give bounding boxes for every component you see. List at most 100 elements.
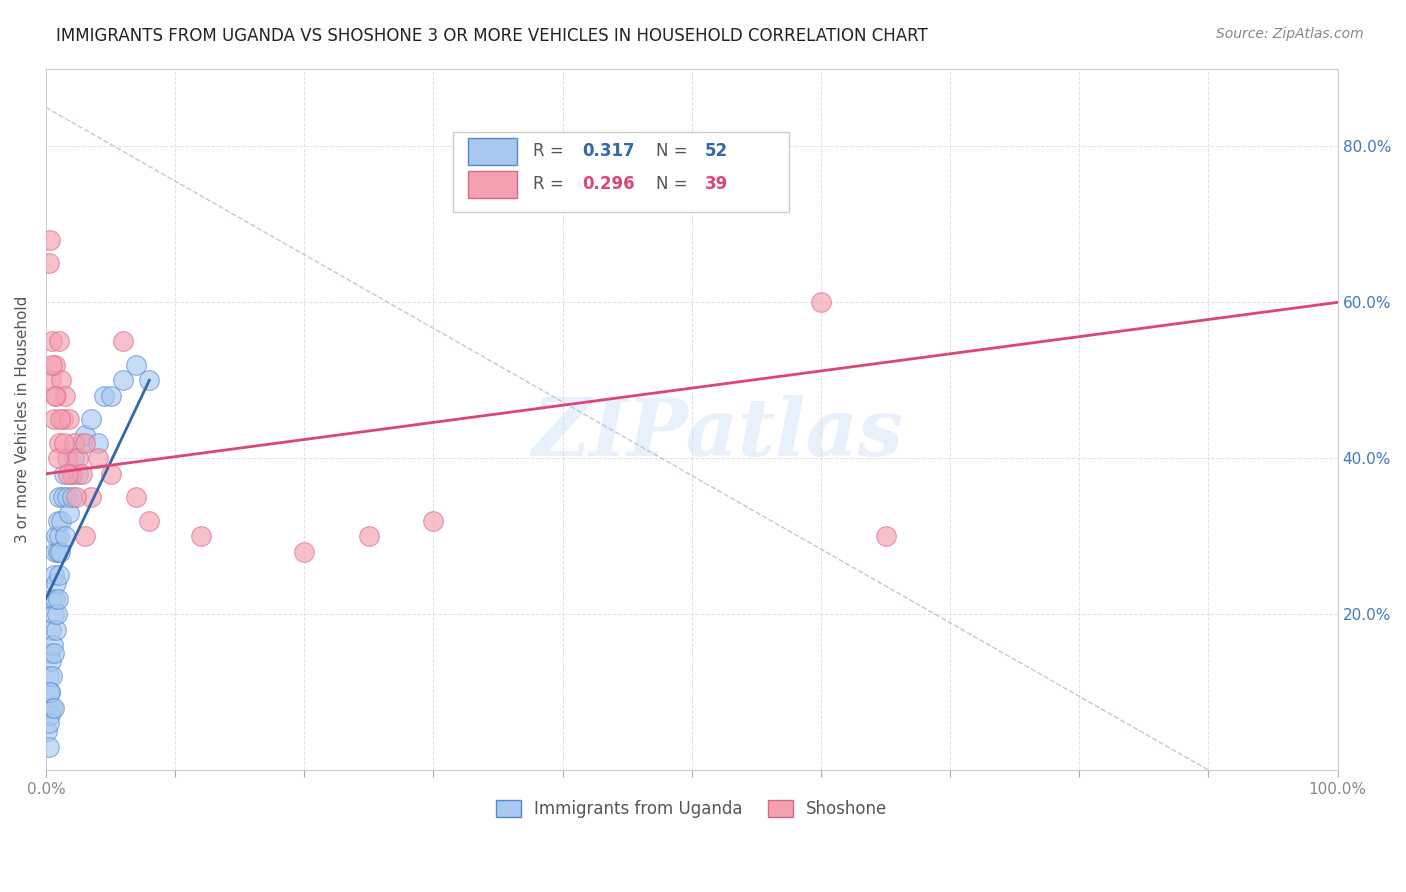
Point xyxy=(58,506,80,520)
Point xyxy=(53,389,76,403)
Point xyxy=(56,467,79,481)
Text: Source: ZipAtlas.com: Source: ZipAtlas.com xyxy=(1216,27,1364,41)
Text: 39: 39 xyxy=(704,175,728,194)
Point xyxy=(422,514,444,528)
Point xyxy=(38,256,60,270)
Point xyxy=(112,373,135,387)
Point xyxy=(86,435,108,450)
Point xyxy=(100,467,122,481)
Point xyxy=(41,591,63,606)
Point xyxy=(67,451,90,466)
Text: R =: R = xyxy=(533,143,569,161)
Text: N =: N = xyxy=(655,143,693,161)
Point xyxy=(38,708,60,723)
Point xyxy=(357,529,380,543)
Point xyxy=(48,435,70,450)
Point xyxy=(73,427,96,442)
Y-axis label: 3 or more Vehicles in Household: 3 or more Vehicles in Household xyxy=(15,295,30,543)
Point xyxy=(80,490,103,504)
Point xyxy=(51,373,73,387)
Point xyxy=(292,545,315,559)
Point xyxy=(46,514,69,528)
Point xyxy=(60,467,83,481)
Point xyxy=(42,568,65,582)
Point xyxy=(45,529,67,543)
Point xyxy=(49,545,72,559)
Point xyxy=(125,490,148,504)
Point xyxy=(37,700,59,714)
FancyBboxPatch shape xyxy=(468,138,517,165)
Point xyxy=(52,490,75,504)
Point xyxy=(39,623,62,637)
Point xyxy=(190,529,212,543)
Text: 52: 52 xyxy=(704,143,728,161)
Text: R =: R = xyxy=(533,175,569,194)
Point xyxy=(73,435,96,450)
Point xyxy=(39,654,62,668)
Point xyxy=(44,646,66,660)
Point xyxy=(51,514,73,528)
Point xyxy=(55,451,77,466)
Text: 0.317: 0.317 xyxy=(582,143,634,161)
Point xyxy=(38,646,60,660)
Point xyxy=(45,389,67,403)
Point xyxy=(875,529,897,543)
Point xyxy=(44,358,66,372)
Point xyxy=(38,739,60,754)
Point xyxy=(38,716,60,731)
Point xyxy=(138,514,160,528)
Point xyxy=(58,412,80,426)
Point xyxy=(41,669,63,683)
Point xyxy=(70,467,93,481)
Point xyxy=(46,545,69,559)
Point xyxy=(46,607,69,621)
Point xyxy=(42,638,65,652)
Point xyxy=(38,669,60,683)
Point xyxy=(48,490,70,504)
Point xyxy=(100,389,122,403)
Point xyxy=(46,591,69,606)
Point xyxy=(63,435,86,450)
Point xyxy=(45,576,67,591)
Point xyxy=(42,607,65,621)
Point xyxy=(41,700,63,714)
FancyBboxPatch shape xyxy=(468,171,517,198)
FancyBboxPatch shape xyxy=(453,132,789,212)
Point xyxy=(44,389,66,403)
Point xyxy=(810,295,832,310)
Point xyxy=(46,451,69,466)
Point xyxy=(44,591,66,606)
Point xyxy=(41,358,63,372)
Point xyxy=(41,334,63,349)
Point xyxy=(44,545,66,559)
Point xyxy=(53,529,76,543)
Text: N =: N = xyxy=(655,175,693,194)
Point xyxy=(39,685,62,699)
Point xyxy=(55,490,77,504)
Point xyxy=(39,685,62,699)
Point xyxy=(60,467,83,481)
Point xyxy=(53,435,76,450)
Legend: Immigrants from Uganda, Shoshone: Immigrants from Uganda, Shoshone xyxy=(489,793,894,825)
Point xyxy=(65,490,87,504)
Point xyxy=(39,373,62,387)
Point xyxy=(80,412,103,426)
Point xyxy=(48,568,70,582)
Point xyxy=(93,389,115,403)
Point xyxy=(73,529,96,543)
Point xyxy=(70,435,93,450)
Point xyxy=(67,467,90,481)
Point xyxy=(112,334,135,349)
Point xyxy=(38,233,60,247)
Point xyxy=(38,685,60,699)
Point xyxy=(60,490,83,504)
Point xyxy=(42,700,65,714)
Point xyxy=(63,451,86,466)
Point xyxy=(48,529,70,543)
Point xyxy=(52,412,75,426)
Text: 0.296: 0.296 xyxy=(582,175,634,194)
Point xyxy=(48,334,70,349)
Point xyxy=(45,623,67,637)
Point xyxy=(53,467,76,481)
Point xyxy=(49,412,72,426)
